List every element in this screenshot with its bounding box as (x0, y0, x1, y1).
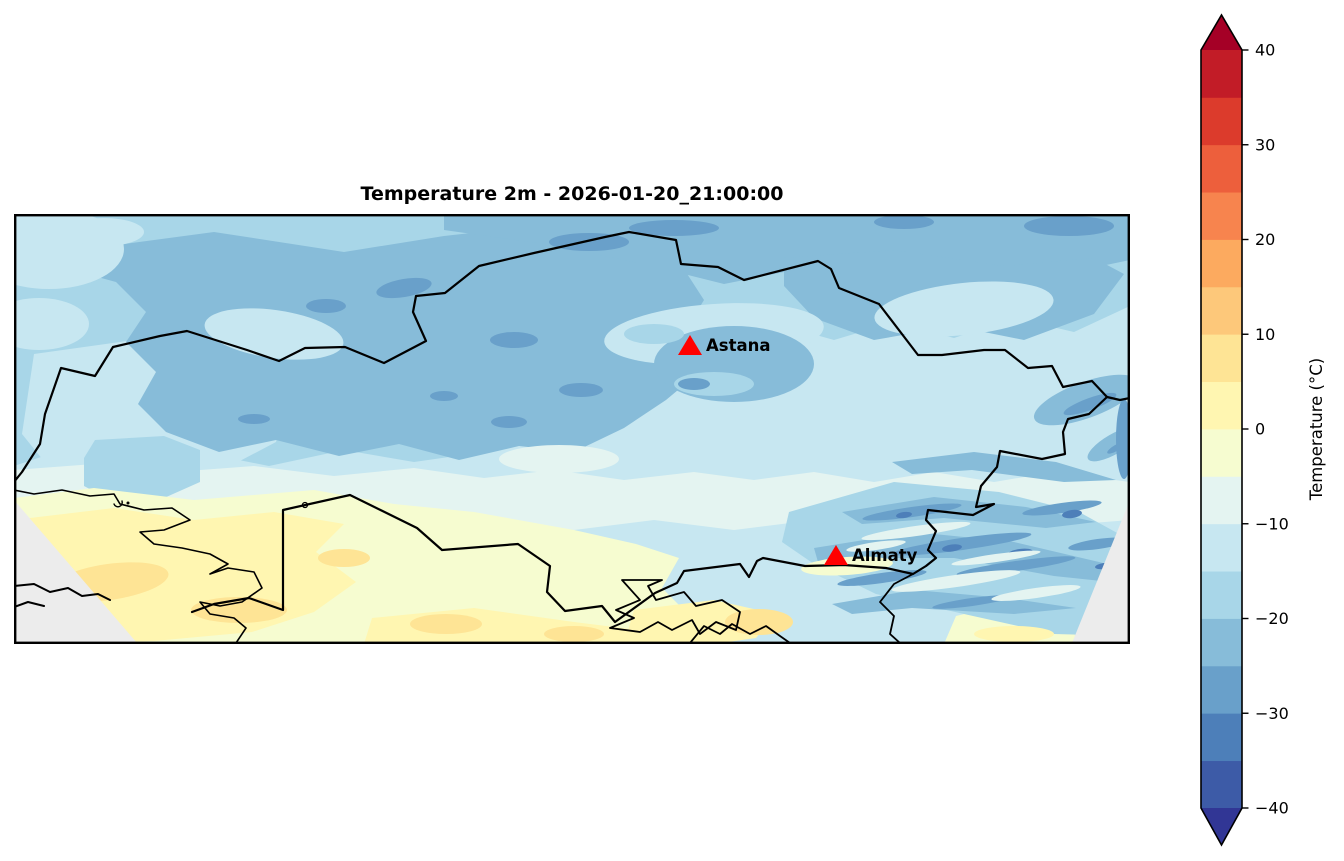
small-lake-outline (126, 501, 130, 505)
contour-spot (942, 544, 962, 552)
colorbar-segment (1201, 144, 1242, 193)
colorbar-tick-label: 0 (1255, 420, 1265, 439)
contour-spot (1024, 216, 1114, 236)
colorbar-over-arrow (1201, 15, 1242, 50)
contour-spot (678, 378, 710, 390)
colorbar-segment (1201, 286, 1242, 335)
contour-spot (991, 585, 1081, 601)
city-label: Almaty (852, 546, 918, 565)
contour-spot (410, 614, 482, 634)
contour-spot (306, 299, 346, 313)
contour-spot (1022, 500, 1102, 516)
contour-spot (1068, 537, 1128, 551)
colorbar-segment (1201, 333, 1242, 383)
contour-spot (430, 391, 458, 401)
colorbar-under-arrow (1201, 808, 1242, 845)
colorbar-segment (1201, 618, 1242, 667)
contour-spot (629, 220, 719, 236)
colorbar-tick-label: 40 (1255, 41, 1275, 60)
contour-spot (624, 324, 684, 344)
colorbar-segment (1201, 381, 1242, 430)
colorbar-segment (1201, 96, 1242, 146)
contour-region (842, 497, 1096, 528)
temperature-colorbar: 40 30 20 10 0 −10 −20 −30 −40 Temperature (°C) (1200, 13, 1326, 847)
caucasus-border (14, 583, 111, 608)
colorbar-tick-label: 30 (1255, 135, 1275, 154)
contour-spot (861, 521, 971, 541)
contour-spot (874, 215, 934, 229)
colorbar-segment (1201, 523, 1242, 572)
contour-spot (1063, 392, 1117, 416)
colorbar-tick-label: −10 (1255, 514, 1289, 533)
colorbar-segment (1201, 49, 1242, 98)
nodata-corner (14, 500, 137, 643)
contour-region (84, 436, 200, 502)
contour-spot (725, 609, 793, 635)
colorbar-segment (1201, 570, 1242, 619)
plot-title: Temperature 2m - 2026-01-20_21:00:00 (360, 183, 784, 205)
colorbar-segment (1201, 475, 1242, 525)
contour-spot (191, 597, 287, 623)
contour-region (892, 452, 1116, 482)
contour-spot (837, 570, 927, 586)
nodata-corner (1072, 500, 1130, 643)
uzbek-tajik-border (689, 623, 791, 644)
contour-spot (238, 414, 270, 424)
contour-spot (490, 332, 538, 348)
contour-spot (896, 511, 912, 519)
city-label: Astana (706, 336, 771, 355)
map-plot-area: Astana Almaty (14, 214, 1130, 645)
contour-region (79, 226, 714, 460)
contour-spot (544, 626, 604, 642)
axes-frame (14, 214, 1130, 645)
contour-spot (318, 549, 370, 567)
colorbar-tick-label: −30 (1255, 704, 1289, 723)
colorbar-segment (1201, 428, 1242, 477)
colorbar-segment (1201, 191, 1242, 240)
caspian-islet (113, 500, 123, 508)
contour-spot (376, 277, 432, 299)
contour-spot (862, 503, 962, 521)
city-marker-triangle (824, 545, 848, 565)
kazakhstan-border (14, 230, 1109, 624)
contour-spot (1116, 399, 1130, 479)
colorbar-segment (1201, 239, 1242, 288)
colorbar-tick-label: −20 (1255, 609, 1289, 628)
contour-spot (891, 570, 1021, 592)
contour-spot (64, 218, 144, 246)
contour-spot (951, 550, 1041, 566)
map-layers (14, 214, 1130, 644)
contour-spot (874, 281, 1054, 337)
russia-china-border-east (1105, 395, 1130, 402)
colorbar-segment (1201, 665, 1242, 714)
contour-spot (491, 416, 527, 428)
contour-spot (846, 540, 906, 552)
contour-region (444, 214, 1130, 284)
temperature-map: Astana Almaty (14, 214, 1130, 645)
city-marker-triangle (678, 335, 702, 355)
colorbar-tick-label: 20 (1255, 230, 1275, 249)
colorbar-tick-label: −40 (1255, 799, 1289, 818)
contour-spot (1062, 509, 1082, 519)
contour-spot (956, 556, 1076, 576)
small-lake-outline (301, 501, 309, 509)
colorbar-axis-label: Temperature (°C) (1307, 358, 1326, 501)
colorbar-tick-label: 10 (1255, 325, 1275, 344)
kyrgyzstan-china-border (879, 573, 914, 644)
contour-spot (14, 298, 89, 350)
colorbar-segment (1201, 760, 1242, 809)
contour-spot (559, 383, 603, 397)
contour-spot (974, 626, 1054, 642)
colorbar-area: 40 30 20 10 0 −10 −20 −30 −40 Temperature (°C) (1150, 0, 1344, 861)
contour-spot (549, 233, 629, 251)
colorbar-segment (1201, 712, 1242, 762)
caspian-coastline (14, 489, 263, 644)
contour-spot (499, 445, 619, 473)
